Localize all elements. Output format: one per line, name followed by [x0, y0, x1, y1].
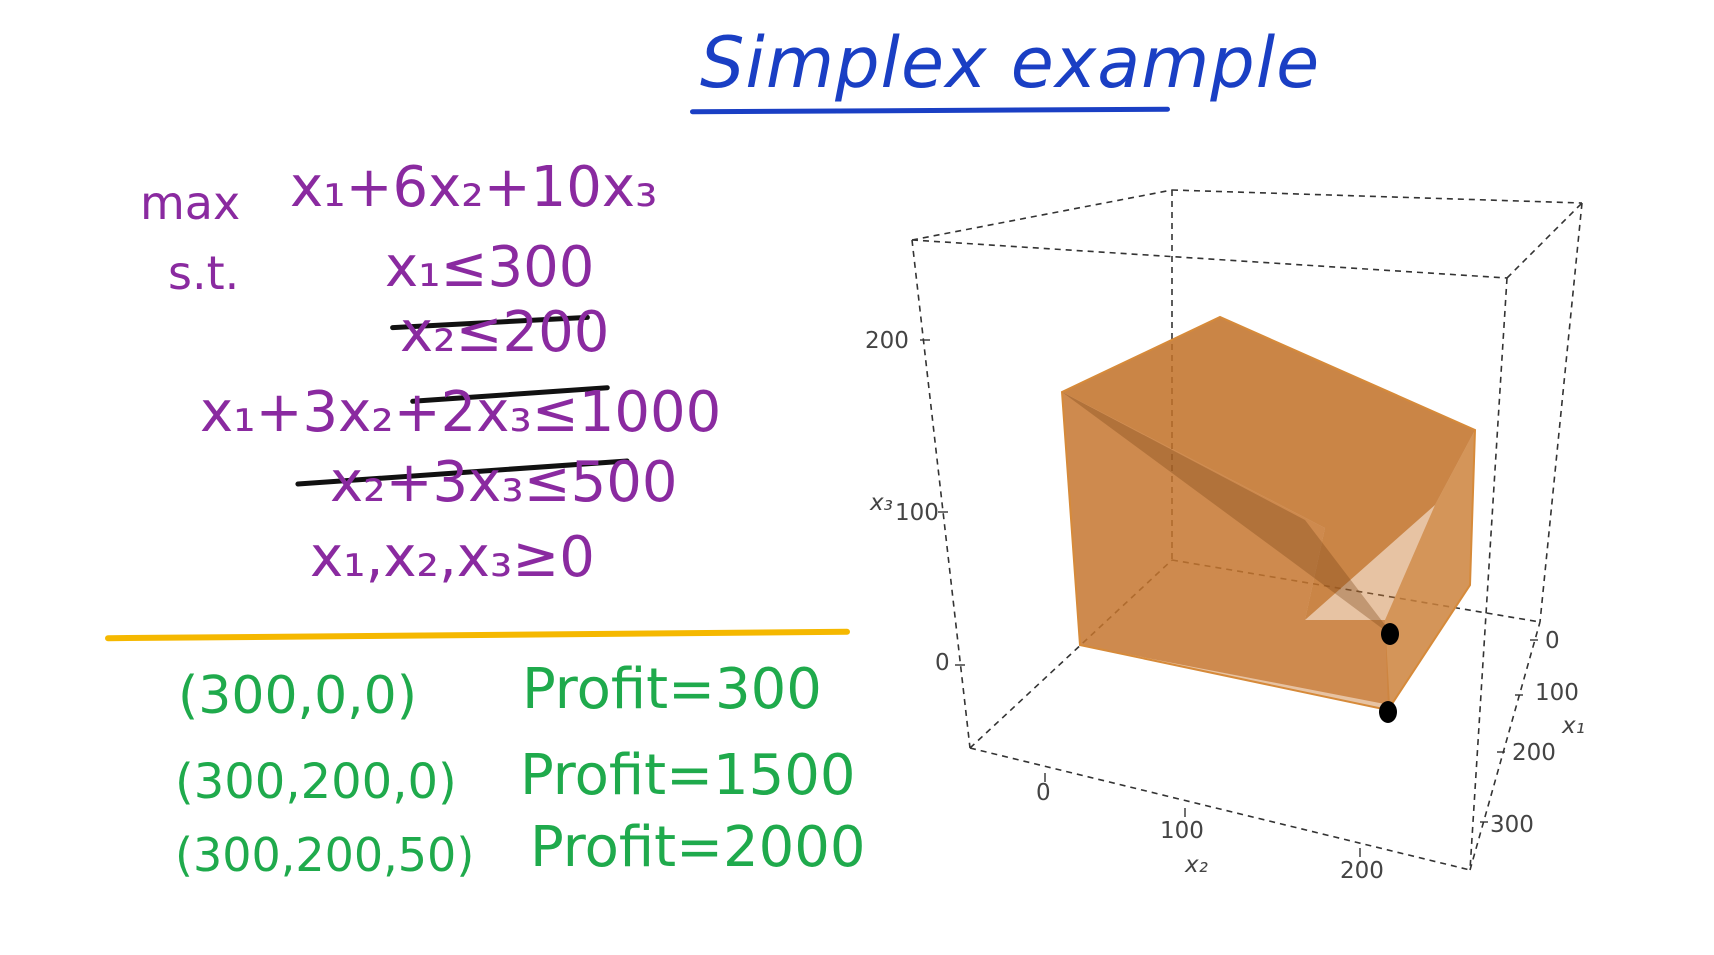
vertex-point-upper — [1381, 623, 1399, 645]
point-1-profit: Profit=300 — [522, 657, 822, 722]
x2-tick-200: 200 — [1340, 858, 1384, 884]
polytope-front-face — [1060, 315, 1477, 712]
x1-tick-0: 0 — [1545, 628, 1560, 654]
feasible-polytope — [1060, 315, 1477, 712]
polytope-left-face — [1062, 392, 1390, 705]
constraint-1: x₁≤300 — [385, 235, 595, 300]
constraint-3: x₁+3x₂+2x₃≤1000 — [200, 380, 722, 445]
point-2-profit: Profit=1500 — [520, 743, 856, 808]
point-1-coords: (300,0,0) — [178, 666, 418, 726]
z-axis-label: x₃ — [869, 490, 893, 516]
objective-expression: x₁+6x₂+10x₃ — [290, 155, 658, 220]
constraint-4: x₂+3x₃≤500 — [330, 450, 678, 515]
x1-tick-100: 100 — [1535, 680, 1579, 706]
point-3-profit: Profit=2000 — [530, 815, 866, 880]
z-tick-100: 100 — [895, 500, 939, 526]
title-underline — [689, 106, 1171, 115]
x1-tick-300: 300 — [1490, 812, 1534, 838]
z-tick-200: 200 — [865, 328, 909, 354]
x2-axis-label: x₂ — [1184, 852, 1208, 878]
x2-tick-100: 100 — [1160, 818, 1204, 844]
polytope-right-face — [1385, 430, 1475, 710]
objective-label: max — [140, 176, 241, 230]
point-2-coords: (300,200,0) — [175, 754, 457, 810]
constraint-2: x₂≤200 — [400, 300, 610, 365]
x1-axis-label: x₁ — [1561, 713, 1585, 739]
section-divider — [104, 628, 851, 642]
page-title: Simplex example — [700, 22, 1321, 104]
vertex-point-lower — [1379, 701, 1397, 723]
z-tick-0: 0 — [935, 650, 950, 676]
x1-tick-200: 200 — [1512, 740, 1556, 766]
subject-to-label: s.t. — [168, 246, 240, 300]
x2-tick-0: 0 — [1036, 780, 1051, 806]
feasible-region-3d-plot: 200 100 0 x₃ 0 100 200 300 x₁ 0 100 200 … — [865, 189, 1585, 884]
point-3-coords: (300,200,50) — [175, 828, 475, 882]
polytope-top-face — [1062, 317, 1475, 620]
nonnegativity-constraint: x₁,x₂,x₃≥0 — [310, 525, 595, 590]
